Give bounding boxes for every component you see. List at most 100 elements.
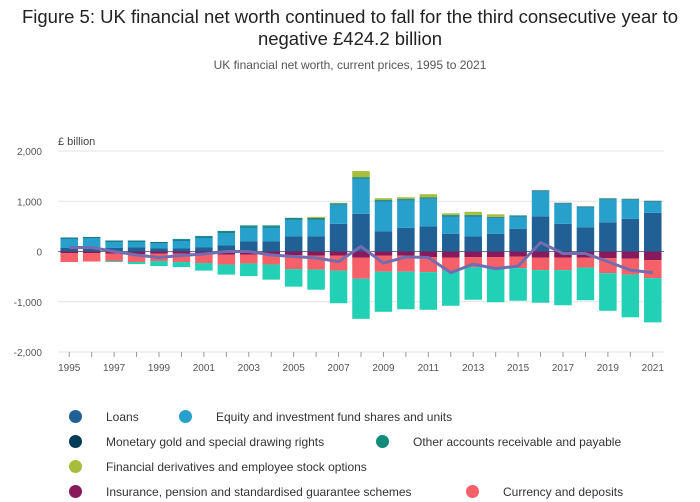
- legend-label: Monetary gold and special drawing rights: [106, 435, 325, 449]
- bar-segment: [172, 253, 191, 263]
- bar-segment: [509, 215, 527, 216]
- bar-segment: [262, 226, 280, 228]
- bar-segment: [352, 171, 370, 178]
- bar-segment: [486, 267, 505, 303]
- bar-segment: [329, 202, 348, 204]
- bar-segment: [621, 199, 640, 219]
- bar-segment: [374, 201, 393, 232]
- bar-segment: [442, 216, 460, 234]
- bar-segment: [397, 198, 415, 200]
- bar-segment: [195, 236, 213, 238]
- bar-segment: [307, 269, 325, 290]
- bar-segment: [486, 214, 505, 217]
- x-tick-label: 2003: [238, 363, 261, 374]
- bar-segment: [284, 219, 303, 220]
- bar-segment: [576, 227, 595, 252]
- legend-swatch: [376, 435, 389, 448]
- y-tick-label: 0: [36, 248, 42, 259]
- bar-segment: [397, 271, 415, 310]
- legend-swatch: [69, 460, 82, 473]
- bar-segment: [105, 240, 123, 242]
- bar-segment: [486, 257, 505, 268]
- bar-segment: [262, 251, 280, 255]
- bar-segment: [442, 233, 460, 252]
- bar-segment: [329, 203, 348, 205]
- bar-segment: [172, 248, 191, 252]
- bar-segment: [464, 214, 482, 216]
- bar-segment: [60, 253, 78, 263]
- bar-segment: [127, 247, 146, 252]
- bar-segment: [217, 264, 236, 275]
- bar-segment: [644, 201, 662, 213]
- bar-segment: [509, 251, 527, 257]
- bar-segment: [82, 253, 101, 262]
- bar-segment: [172, 238, 191, 240]
- bar-segment: [127, 251, 146, 255]
- bar-segment: [127, 240, 146, 241]
- bar-segment: [509, 256, 527, 269]
- bar-segment: [621, 251, 640, 259]
- bar-segment: [419, 198, 438, 199]
- bar-segment: [486, 217, 505, 218]
- bar-segment: [329, 223, 348, 252]
- bar-segment: [442, 213, 460, 215]
- bar-segment: [374, 198, 393, 200]
- bar-segment: [240, 254, 258, 264]
- x-tick-label: 2021: [642, 363, 665, 374]
- bar-segment: [554, 223, 572, 252]
- bar-segment: [464, 211, 482, 215]
- bar-segment: [442, 214, 460, 216]
- bar-segment: [307, 216, 325, 218]
- bar-segment: [419, 272, 438, 310]
- bar-segment: [172, 240, 191, 249]
- bar-segment: [576, 207, 595, 228]
- bar-segment: [307, 217, 325, 220]
- bar-segment: [397, 199, 415, 201]
- bar-segment: [127, 254, 146, 263]
- bar-segment: [82, 236, 101, 238]
- legend-label: Financial derivatives and employee stock…: [106, 460, 367, 474]
- legend-swatch: [179, 410, 192, 423]
- bar-segment: [374, 200, 393, 202]
- x-tick-label: 1999: [148, 363, 171, 374]
- bar-segment: [464, 251, 482, 258]
- x-tick-label: 1995: [58, 363, 81, 374]
- bar-segment: [509, 215, 527, 217]
- bar-segment: [195, 235, 213, 237]
- bar-segment: [82, 237, 101, 248]
- bar-segment: [599, 222, 617, 252]
- legend-label: Other accounts receivable and payable: [413, 435, 622, 449]
- x-tick-label: 2017: [552, 363, 575, 374]
- bar-segment: [195, 247, 213, 252]
- legend-swatch: [69, 410, 82, 423]
- bar-segment: [374, 231, 393, 252]
- bar-segment: [262, 225, 280, 227]
- bar-segment: [329, 204, 348, 205]
- bar-segment: [217, 230, 236, 233]
- bar-segment: [284, 269, 303, 287]
- bar-segment: [644, 260, 662, 279]
- bar-segment: [352, 251, 370, 258]
- x-tick-label: 2005: [283, 363, 306, 374]
- bar-segment: [82, 247, 101, 252]
- bar-segment: [554, 270, 572, 306]
- bar-segment: [531, 191, 550, 217]
- bar-segment: [644, 278, 662, 323]
- y-tick-label: 2,000: [17, 147, 42, 158]
- bar-segment: [150, 251, 168, 254]
- bar-segment: [644, 251, 662, 261]
- bar-segment: [60, 251, 78, 254]
- bar-segment: [262, 227, 280, 242]
- bar-segment: [195, 237, 213, 248]
- x-tick-label: 2001: [193, 363, 216, 374]
- bar-segment: [374, 251, 393, 256]
- bar-segment: [217, 254, 236, 265]
- bar-segment: [531, 190, 550, 191]
- bar-segment: [240, 241, 258, 252]
- bar-segment: [397, 197, 415, 199]
- bar-segment: [262, 241, 280, 252]
- legend-swatch: [69, 435, 82, 448]
- bar-segment: [240, 226, 258, 228]
- bar-segment: [576, 206, 595, 208]
- bar-segment: [195, 254, 213, 264]
